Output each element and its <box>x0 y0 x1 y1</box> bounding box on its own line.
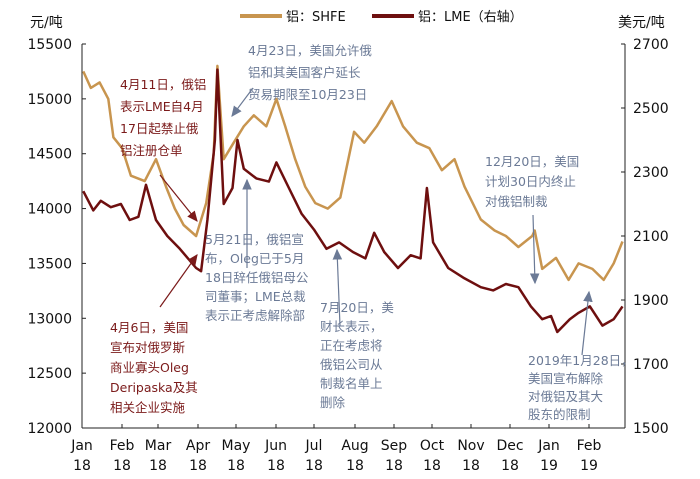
annotation-line: 18日辞任俄铝母公 <box>205 270 309 285</box>
annotation-line: 17日起禁止俄 <box>120 121 199 136</box>
right-tick-label: 1700 <box>633 357 669 373</box>
x-tick-label: Feb <box>110 438 135 454</box>
annotation-arrow <box>529 214 540 285</box>
annotation-line: 2019年1月28日， <box>528 353 634 368</box>
x-tick-label: Dec <box>496 438 523 454</box>
x-tick-label: Jun <box>264 438 287 454</box>
x-tick-label: Aug <box>341 438 368 454</box>
annotation-line: 4月23日，美国允许俄 <box>248 43 372 58</box>
x-tick-label: 18 <box>189 458 207 474</box>
annotation-line: Deripaska及其 <box>110 380 198 395</box>
annotation-line: 股东的限制 <box>528 407 591 422</box>
left-tick-label: 15500 <box>27 37 72 53</box>
x-tick-label: 18 <box>501 458 519 474</box>
legend-label-lme: 铝：LME（右轴） <box>418 10 523 25</box>
x-tick-label: Apr <box>186 438 210 454</box>
legend-label-shfe: 铝：SHFE <box>286 10 346 25</box>
annotation-line: 宣布对俄罗斯 <box>110 340 186 355</box>
legend-swatch-lme <box>372 13 414 18</box>
annotation-arrow <box>581 290 593 356</box>
annotation-arrow <box>332 248 343 327</box>
left-tick-label: 14000 <box>27 202 72 218</box>
x-tick-label: 18 <box>462 458 480 474</box>
x-tick-label: 18 <box>423 458 441 474</box>
right-tick-label: 1900 <box>633 293 669 309</box>
annotation-line: 表示LME自4月 <box>120 99 204 114</box>
annotation-line: 司董事；LME总裁 <box>205 289 306 304</box>
legend-swatch-shfe <box>240 13 282 18</box>
right-tick-label: 1500 <box>633 421 669 437</box>
left-tick-label: 14500 <box>27 147 72 163</box>
annotation-a521: 5月21日，俄铝宣 布，Oleg已于5月 18日辞任俄铝母公 司董事；LME总裁 表示正… <box>205 230 308 325</box>
annotation-line: 5月21日，俄铝宣 <box>205 232 304 247</box>
annotation-line: 商业寡头Oleg <box>110 360 189 375</box>
annotation-line: 俄铝公司从 <box>320 357 383 372</box>
annotation-line: 铝注册仓单 <box>120 143 183 158</box>
annotation-line: 正在考虑将 <box>320 338 383 353</box>
x-tick-label: Jul <box>305 438 323 454</box>
x-tick-label: Jan <box>537 438 560 454</box>
series-line-lme <box>82 68 624 334</box>
annotation-line: 表示正考虑解除部 <box>205 308 306 323</box>
annotation-a406: 4月6日，美国 宣布对俄罗斯 商业寡头Oleg Deripaska及其 相关企业实施 <box>110 318 198 418</box>
x-tick-label: Jan <box>70 438 93 454</box>
annotation-line: 4月6日，美国 <box>110 320 189 335</box>
annotation-line: 4月11日，俄铝 <box>120 77 207 92</box>
x-tick-label: Oct <box>420 438 445 454</box>
annotation-arrow <box>231 87 254 117</box>
annotation-arrow <box>159 174 198 222</box>
x-tick-label: 18 <box>346 458 364 474</box>
annotation-line: 删除 <box>320 395 346 410</box>
x-tick-label: 19 <box>580 458 598 474</box>
right-tick-label: 2700 <box>633 37 669 53</box>
annotation-a423: 4月23日，美国允许俄 铝和其美国客户延长 贸易期限至10月23日 <box>248 40 372 106</box>
annotation-a0128: 2019年1月28日， 美国宣布解除 对俄铝及其大 股东的限制 <box>528 352 634 424</box>
annotation-line: 12月20日，美国 <box>485 154 580 169</box>
annotation-line: 计划30日内终止 <box>485 174 576 189</box>
left-tick-label: 15000 <box>27 92 72 108</box>
annotation-line: 相关企业实施 <box>110 400 186 415</box>
x-tick-label: May <box>222 438 251 454</box>
x-tick-label: Feb <box>577 438 602 454</box>
annotation-line: 贸易期限至10月23日 <box>248 87 368 102</box>
left-tick-label: 12500 <box>27 366 72 382</box>
x-tick-label: Mar <box>145 438 172 454</box>
x-tick-label: 18 <box>73 458 91 474</box>
annotation-line: 制裁名单上 <box>320 376 383 391</box>
legend-lme: 铝：LME（右轴） <box>372 6 523 25</box>
x-tick-label: Nov <box>457 438 484 454</box>
left-tick-label: 12000 <box>27 421 72 437</box>
x-tick-label: 19 <box>540 458 558 474</box>
annotation-line: 布，Oleg已于5月 <box>205 251 305 266</box>
left-axis-unit: 元/吨 <box>30 15 63 31</box>
legend-shfe: 铝：SHFE <box>240 6 346 25</box>
x-tick-label: 18 <box>267 458 285 474</box>
left-tick-label: 13500 <box>27 256 72 272</box>
left-tick-label: 13000 <box>27 311 72 327</box>
annotation-line: 7月20日，美 <box>320 300 394 315</box>
annotation-line: 对俄铝及其大 <box>528 389 604 404</box>
annotation-a720: 7月20日，美 财长表示， 正在考虑将俄铝公司从制裁名单上删除 <box>320 298 394 412</box>
right-tick-label: 2500 <box>633 101 669 117</box>
right-axis-unit: 美元/吨 <box>618 15 665 31</box>
annotation-line: 对俄铝制裁 <box>485 194 548 209</box>
x-tick-label: 18 <box>113 458 131 474</box>
x-tick-label: 18 <box>385 458 403 474</box>
annotation-line: 铝和其美国客户延长 <box>248 65 361 80</box>
x-tick-label: 18 <box>305 458 323 474</box>
x-tick-label: 18 <box>149 458 167 474</box>
annotation-line: 美国宣布解除 <box>528 371 604 386</box>
annotation-line: 财长表示， <box>320 319 383 334</box>
x-tick-label: Sep <box>381 438 408 454</box>
annotation-arrow <box>159 254 198 308</box>
annotation-a411: 4月11日，俄铝 表示LME自4月 17日起禁止俄 铝注册仓单 <box>120 74 206 162</box>
x-tick-label: 18 <box>227 458 245 474</box>
right-tick-label: 2100 <box>633 229 669 245</box>
right-tick-label: 2300 <box>633 165 669 181</box>
annotation-a1220: 12月20日，美国 计划30日内终止 对俄铝制裁 <box>485 152 579 212</box>
